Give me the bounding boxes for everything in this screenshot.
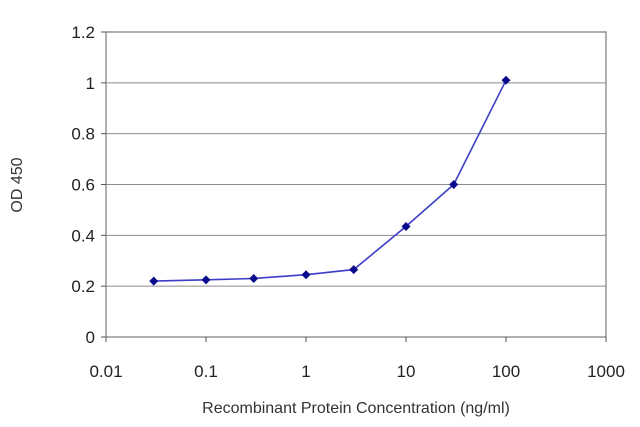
data-point xyxy=(401,221,411,231)
data-point xyxy=(449,180,459,189)
x-tick-label: 10 xyxy=(397,362,416,381)
y-axis-ticks: 0 0.2 0.4 0.6 0.8 1 1.2 xyxy=(71,23,106,347)
data-points xyxy=(149,75,511,286)
x-tick-label: 100 xyxy=(492,362,520,381)
data-point xyxy=(149,276,159,286)
data-point xyxy=(301,270,311,280)
series-line xyxy=(153,79,507,282)
x-tick-label: 0.1 xyxy=(194,362,218,381)
y-tick-label: 0.8 xyxy=(71,125,95,144)
gridlines xyxy=(106,82,606,287)
y-tick-label: 1 xyxy=(86,74,95,93)
y-tick-label: 0.6 xyxy=(71,176,95,195)
y-tick-label: 0.2 xyxy=(71,277,95,296)
data-point xyxy=(201,275,211,285)
y-tick-label: 0 xyxy=(86,328,95,347)
x-tick-label: 0.01 xyxy=(89,362,122,381)
x-tick-label: 1 xyxy=(301,362,310,381)
y-tick-label: 1.2 xyxy=(71,23,95,42)
data-point xyxy=(249,274,259,284)
y-axis-title: OD 450 xyxy=(9,157,26,212)
x-tick-label: 1000 xyxy=(587,362,625,381)
x-axis-title: Recombinant Protein Concentration (ng/ml… xyxy=(202,400,510,417)
y-tick-label: 0.4 xyxy=(71,226,95,245)
data-point xyxy=(501,75,511,85)
x-axis-ticks: 0.01 0.1 1 10 100 1000 xyxy=(89,337,625,381)
data-point xyxy=(349,265,359,275)
